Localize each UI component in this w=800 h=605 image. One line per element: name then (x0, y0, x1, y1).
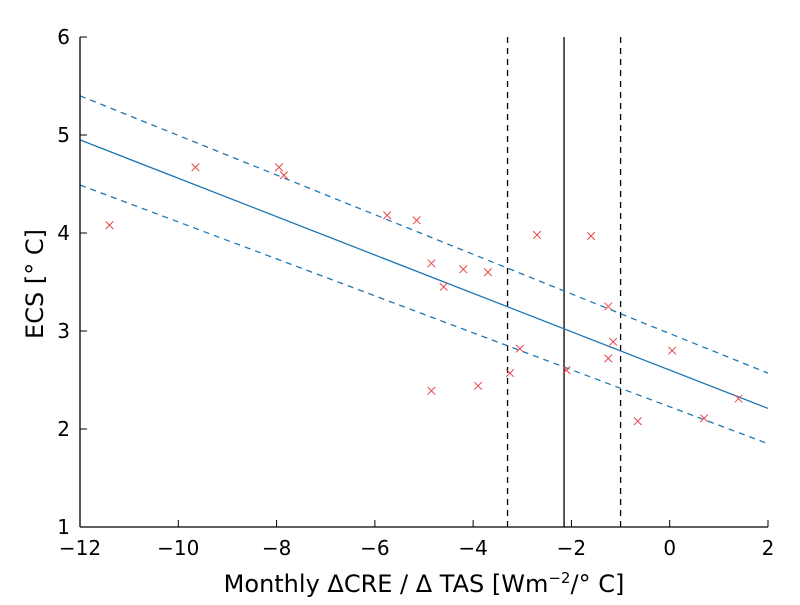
data-point (515, 344, 524, 353)
data-point-stroke (515, 344, 524, 353)
data-point-stroke (274, 163, 284, 172)
x-tick-label: 2 (762, 536, 775, 560)
data-point (633, 417, 642, 426)
data-point (105, 221, 114, 230)
y-tick-label: 2 (57, 417, 70, 441)
confidence-upper-line (79, 95, 769, 374)
data-point-stroke (382, 211, 392, 220)
data-point (279, 171, 289, 180)
data-point-stroke (668, 346, 677, 355)
data-point-stroke (699, 414, 709, 423)
data-point-stroke (412, 216, 421, 225)
data-point (604, 302, 613, 311)
data-point (586, 231, 596, 241)
data-point (609, 337, 618, 346)
data-point (734, 394, 743, 403)
x-tick-label: −2 (557, 536, 586, 560)
data-point-stroke (105, 221, 114, 230)
y-tick-label: 5 (57, 123, 70, 147)
data-point-stroke (191, 163, 200, 172)
y-tick-label: 3 (57, 319, 70, 343)
data-point-stroke (279, 171, 289, 180)
data-point (668, 346, 677, 355)
data-point-stroke (532, 230, 542, 240)
x-tick-label: −8 (262, 536, 291, 560)
data-point (562, 366, 571, 375)
x-axis-label: Monthly ΔCRE / Δ TAS [Wm−2/° C] (224, 569, 625, 598)
fit-line (79, 139, 769, 410)
data-point (473, 381, 483, 391)
data-point (427, 386, 436, 395)
data-point-stroke (439, 282, 448, 292)
data-point-stroke (609, 337, 618, 346)
data-point-stroke (633, 417, 642, 426)
data-point-stroke (586, 231, 596, 241)
data-point-stroke (505, 368, 515, 378)
data-point-stroke (483, 268, 493, 277)
data-point (382, 211, 392, 220)
data-point (427, 259, 436, 268)
x-tick-label: 0 (663, 536, 676, 560)
confidence-lower-line (79, 184, 769, 445)
data-point (459, 265, 468, 274)
y-tick-label: 4 (57, 221, 70, 245)
data-point-stroke (473, 381, 483, 391)
data-point-stroke (562, 366, 571, 375)
data-point (699, 414, 709, 423)
data-point-stroke (427, 259, 436, 268)
data-point-stroke (459, 265, 468, 274)
axes-layer (79, 37, 768, 528)
data-point (532, 230, 542, 240)
y-tick-label: 1 (57, 515, 70, 539)
x-tick-label: −10 (157, 536, 199, 560)
data-point (274, 163, 284, 172)
x-tick-label: −4 (458, 536, 487, 560)
lines-layer (79, 37, 769, 527)
data-point-stroke (427, 386, 436, 395)
data-point (505, 368, 515, 378)
y-axis-label: ECS [° C] (21, 229, 49, 339)
points-layer (105, 163, 743, 426)
data-point-stroke (734, 394, 743, 403)
ticks-layer: −12 −10 −8 −6 −4 −2 0 2 1 2 3 4 5 6 (57, 25, 774, 560)
x-tick-label: −6 (360, 536, 389, 560)
x-tick-label: −12 (59, 536, 101, 560)
data-point (604, 354, 613, 363)
data-point-stroke (604, 302, 613, 311)
y-tick-label: 6 (57, 25, 70, 49)
data-point-stroke (604, 354, 613, 363)
data-point (439, 282, 448, 292)
data-point (412, 216, 421, 225)
data-point (483, 268, 493, 277)
data-point (191, 163, 200, 172)
